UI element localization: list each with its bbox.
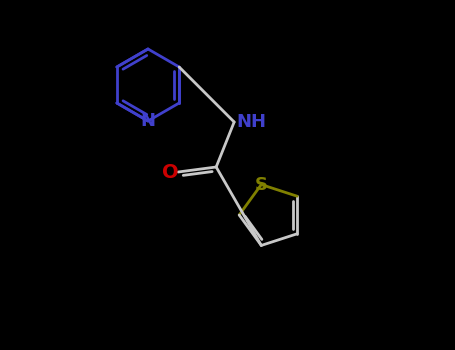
Text: O: O: [162, 162, 178, 182]
Text: N: N: [141, 112, 156, 130]
Text: S: S: [255, 176, 268, 194]
Text: NH: NH: [236, 113, 266, 131]
